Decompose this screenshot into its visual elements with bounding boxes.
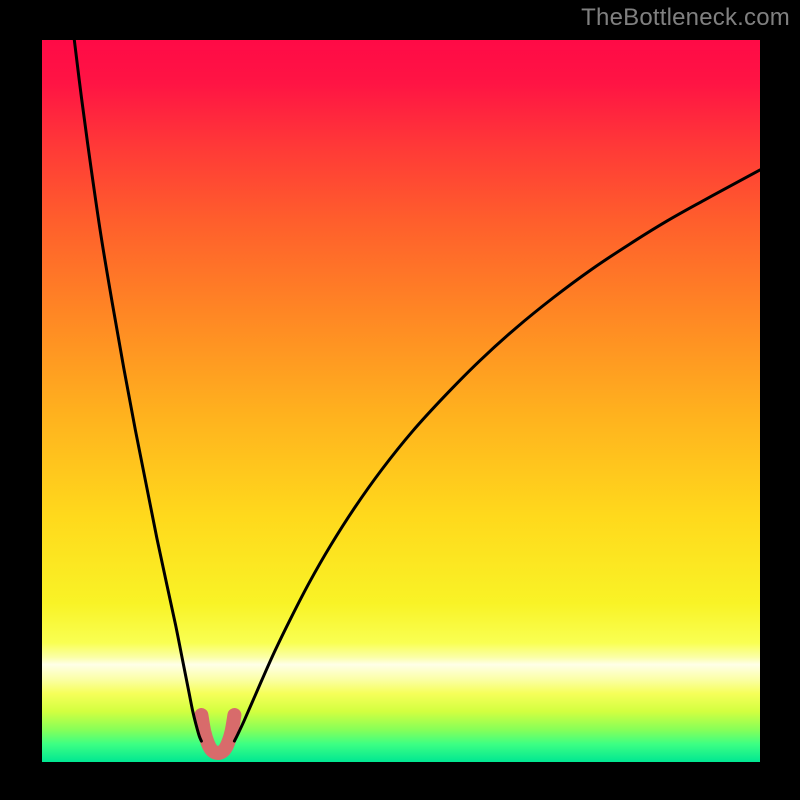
watermark: TheBottleneck.com bbox=[581, 4, 790, 32]
bottleneck-chart bbox=[0, 0, 800, 800]
chart-background bbox=[42, 40, 760, 762]
